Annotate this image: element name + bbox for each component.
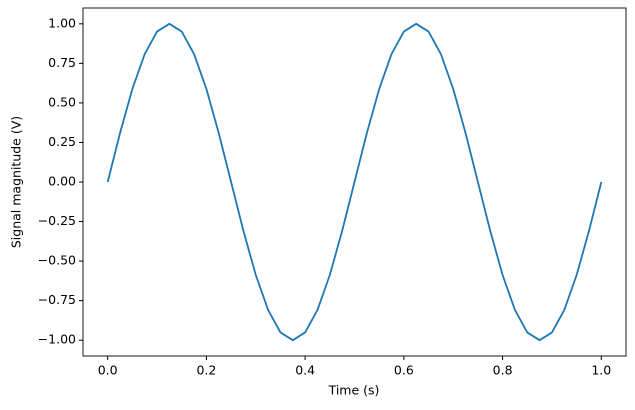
x-tick-label: 1.0 xyxy=(591,363,611,378)
x-tick-label: 0.8 xyxy=(493,363,513,378)
y-tick-label: 1.00 xyxy=(48,15,76,30)
x-tick-label: 0.6 xyxy=(394,363,414,378)
y-axis-label: Signal magnitude (V) xyxy=(9,116,24,248)
y-tick-label: −0.75 xyxy=(38,292,76,307)
y-tick-label: 0.25 xyxy=(48,134,76,149)
x-tick-label: 0.4 xyxy=(295,363,315,378)
y-tick-label: −0.25 xyxy=(38,213,76,228)
series-line xyxy=(106,22,603,342)
y-tick-label: −0.50 xyxy=(38,253,76,268)
x-tick-label: 0.0 xyxy=(98,363,118,378)
x-axis-label: Time (s) xyxy=(328,383,380,398)
y-tick-label: −1.00 xyxy=(38,332,76,347)
y-tick-label: 0.00 xyxy=(48,174,76,189)
y-tick-label: 0.50 xyxy=(48,94,76,109)
axes-frame xyxy=(82,7,627,357)
x-tick-label: 0.2 xyxy=(196,363,216,378)
y-tick-label: 0.75 xyxy=(48,55,76,70)
